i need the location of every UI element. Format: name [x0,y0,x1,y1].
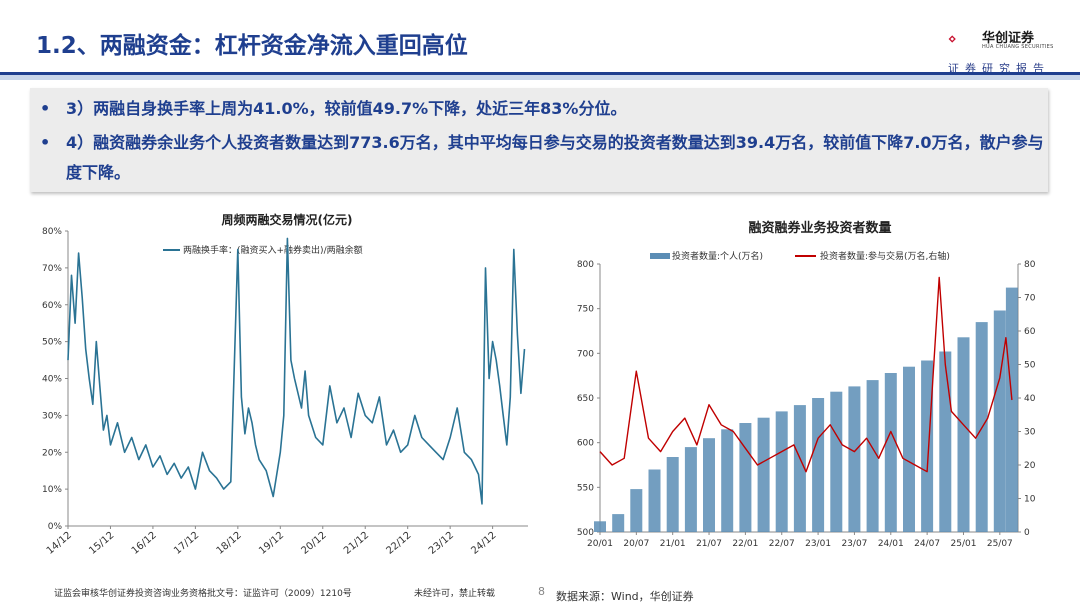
x-tick-label: 24/07 [914,539,940,549]
y-tick-label: 80% [42,227,62,237]
logo-name: 华创证券 [982,31,1035,46]
x-tick-label: 22/07 [769,539,795,549]
x-tick-label: 25/07 [987,539,1013,549]
y-tick-label: 10% [42,485,62,495]
bar-individual-investors [993,310,1006,532]
bar-individual-investors [703,438,715,532]
x-tick-label: 16/12 [130,530,159,557]
y-left-tick-label: 650 [577,394,594,404]
y-right-tick-label: 30 [1024,428,1036,438]
bar-individual-investors [884,373,897,532]
bar-individual-investors [612,514,625,532]
x-tick-label: 23/12 [427,530,456,557]
investor-count-chart: 融资融券业务投资者数量 投资者数量:个人(万名) 投资者数量:参与交易(万名,右… [577,220,1036,549]
chart-legend: 投资者数量:个人(万名) 投资者数量:参与交易(万名,右轴) [650,250,950,262]
x-tick-label: 20/07 [623,539,649,549]
turnover-line-chart: 周频两融交易情况(亿元) 两融换手率：(融资买入+融券卖出)/两融余额 14/1… [42,212,528,557]
y-tick-label: 40% [42,375,62,385]
bar-individual-investors [721,429,734,532]
page-title: 1.2、两融资金：杠杆资金净流入重回高位 [36,33,468,59]
bar-individual-investors [830,391,843,532]
x-tick-label: 21/07 [696,539,722,549]
bar-individual-investors [866,380,879,532]
company-logo [948,35,956,43]
legend-label: 投资者数量:参与交易(万名,右轴) [820,250,950,262]
page-number: 8 [538,585,545,598]
y-tick-label: 0% [48,522,63,532]
bar-individual-investors [648,469,661,532]
x-tick-label: 24/01 [878,539,904,549]
series-line-turnover [67,237,526,505]
bar-individual-investors [630,489,643,532]
y-left-tick-label: 550 [577,483,594,493]
series-line-trading-investors [599,276,1013,473]
bar-individual-investors [739,423,752,532]
x-tick-label: 17/12 [172,530,201,557]
bar-individual-investors [848,386,861,532]
y-left-tick-label: 700 [577,349,594,359]
y-tick-label: 60% [42,301,62,311]
summary-box: • 3）两融自身换手率上周为41.0%，较前值49.7%下降，处近三年83%分位… [30,88,1048,192]
y-right-tick-label: 70 [1024,294,1036,304]
y-right-tick-label: 20 [1024,461,1036,471]
x-tick-label: 22/12 [384,530,413,557]
bar-individual-investors [793,405,806,532]
bar-individual-investors [666,457,679,532]
license-note: 证监会审核华创证券投资咨询业务资格批文号：证监许可（2009）1210号 [54,589,352,599]
x-tick-label: 15/12 [87,530,116,557]
x-tick-label: 23/01 [805,539,831,549]
y-right-tick-label: 40 [1024,394,1036,404]
x-tick-label: 21/12 [342,530,371,557]
y-right-tick-label: 0 [1024,528,1030,538]
bar-individual-investors [684,447,697,532]
legend-label: 投资者数量:个人(万名) [672,250,763,262]
bar-individual-investors [957,337,970,532]
y-tick-label: 30% [42,411,62,421]
chart-title: 融资融券业务投资者数量 [748,220,891,236]
y-tick-label: 20% [42,448,62,458]
bar-individual-investors [775,411,788,532]
y-right-tick-label: 50 [1024,361,1036,371]
x-tick-label: 14/12 [45,530,74,557]
y-right-tick-label: 80 [1024,260,1036,270]
legend-label: 两融换手率：(融资买入+融券卖出)/两融余额 [183,244,363,256]
copyright-note: 未经许可，禁止转载 [414,589,496,599]
bar-individual-investors [594,521,606,532]
chart-title: 周频两融交易情况(亿元) [222,212,353,227]
bullet-text: 4）融资融券余业务个人投资者数量达到773.6万名，其中平均每日参与交易的投资者… [66,133,1044,182]
x-tick-label: 22/01 [732,539,758,549]
x-tick-label: 24/12 [469,530,498,557]
report-subtitle: 证券研究报告 [948,62,1050,75]
y-left-tick-label: 750 [577,305,594,315]
x-tick-label: 25/01 [951,539,977,549]
bar-individual-investors [1005,287,1018,532]
header-divider [0,72,1080,80]
bar-individual-investors [903,366,915,532]
y-right-tick-label: 60 [1024,327,1036,337]
x-tick-label: 20/01 [587,539,613,549]
x-tick-label: 19/12 [257,530,286,557]
y-left-tick-label: 600 [577,439,594,449]
bar-individual-investors [921,360,934,532]
data-source: 数据来源：Wind，华创证券 [556,590,694,603]
x-tick-label: 20/12 [300,530,329,557]
bar-individual-investors [939,351,952,532]
bar-individual-investors [812,398,825,532]
chart-legend: 两融换手率：(融资买入+融券卖出)/两融余额 [163,244,363,256]
logo-sub: HUA CHUANG SECURITIES [982,44,1054,50]
bullet-text: 3）两融自身换手率上周为41.0%，较前值49.7%下降，处近三年83%分位。 [66,99,627,118]
y-tick-label: 70% [42,264,62,274]
x-tick-label: 18/12 [215,530,244,557]
y-tick-label: 50% [42,338,62,348]
y-left-tick-label: 500 [577,528,594,538]
x-tick-label: 23/07 [841,539,867,549]
y-left-tick-label: 800 [577,260,594,270]
y-right-tick-label: 10 [1024,495,1036,505]
bar-individual-investors [757,417,770,532]
x-tick-label: 21/01 [660,539,686,549]
